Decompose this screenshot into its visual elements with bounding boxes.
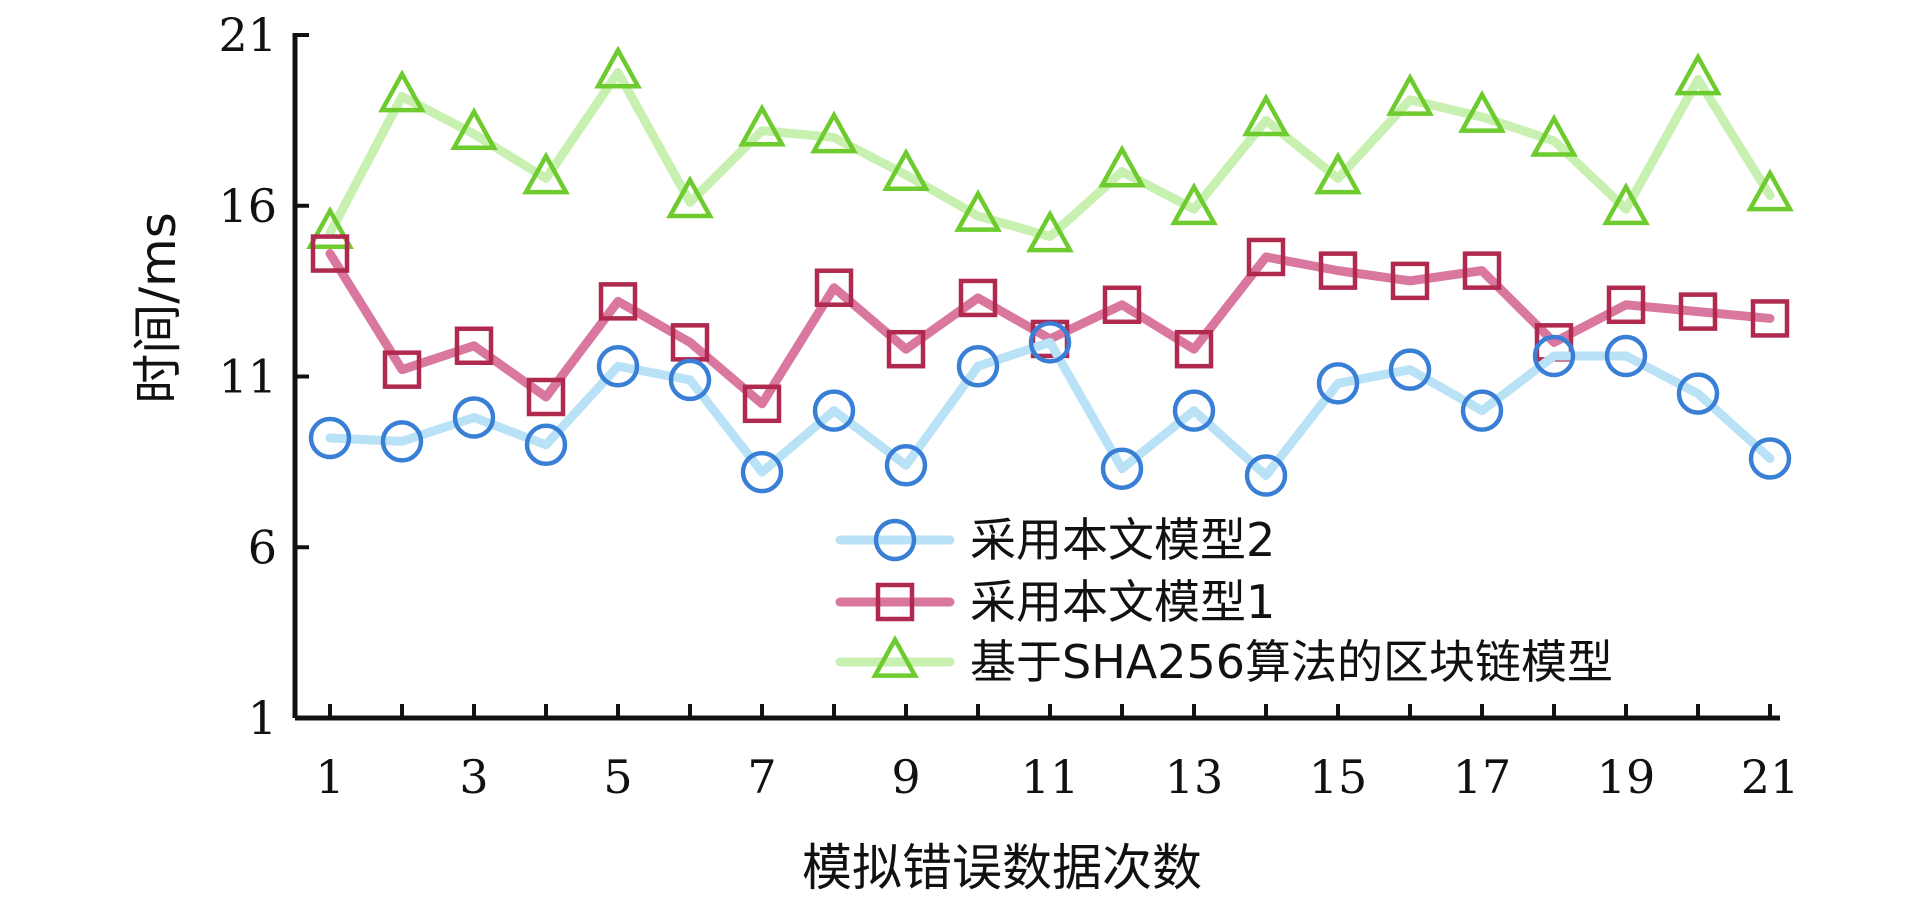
series-line	[325, 337, 1775, 481]
y-tick-label: 1	[248, 691, 277, 745]
data-point	[1314, 151, 1362, 195]
data-point	[1244, 454, 1288, 497]
x-tick-label: 5	[603, 750, 632, 804]
data-point	[1748, 437, 1792, 480]
data-point	[742, 384, 782, 424]
data-point	[1462, 251, 1502, 290]
x-tick-label: 19	[1597, 750, 1656, 804]
series-3	[306, 45, 1794, 253]
data-point	[310, 234, 350, 273]
data-point	[1098, 144, 1146, 188]
y-axis-label: 时间/ms	[129, 212, 187, 404]
data-point	[738, 103, 786, 147]
data-point	[1026, 209, 1074, 253]
data-point	[1246, 237, 1286, 277]
legend: 采用本文模型2 采用本文模型1 基于SHA256算法的区块链模型	[835, 513, 1613, 689]
data-point	[1604, 334, 1648, 378]
data-point	[1316, 362, 1360, 405]
x-tick-label: 9	[891, 750, 920, 804]
data-point	[1676, 372, 1720, 415]
data-point	[1388, 348, 1432, 391]
legend-label: 基于SHA256算法的区块链模型	[970, 635, 1613, 689]
y-tick-label: 11	[218, 350, 277, 404]
data-point	[958, 278, 998, 318]
x-tick-label: 1	[315, 750, 344, 804]
data-point	[956, 345, 1000, 388]
legend-marker	[875, 582, 915, 622]
data-point	[596, 345, 640, 388]
data-point	[1174, 329, 1214, 369]
series-2	[310, 234, 1790, 424]
data-point	[1028, 321, 1072, 364]
data-point	[1532, 334, 1576, 378]
data-point	[812, 389, 856, 432]
data-point	[1678, 292, 1718, 331]
data-point	[666, 175, 714, 219]
data-point	[452, 396, 496, 439]
data-point	[884, 444, 928, 487]
data-point	[1172, 389, 1216, 432]
y-tick-label: 21	[218, 8, 277, 62]
series-1	[308, 321, 1792, 497]
data-point	[1386, 72, 1434, 116]
legend-label: 采用本文模型2	[970, 513, 1275, 567]
y-tick-label: 16	[218, 179, 277, 233]
x-tick-label: 17	[1453, 750, 1512, 804]
x-tick-label: 11	[1021, 750, 1080, 804]
data-point	[454, 326, 494, 366]
data-point	[1606, 285, 1646, 325]
x-tick-label: 3	[459, 750, 488, 804]
y-tick-label: 6	[248, 520, 277, 574]
data-point	[1674, 52, 1722, 96]
legend-marker	[873, 518, 917, 562]
x-tick-label: 13	[1165, 750, 1224, 804]
data-point	[668, 358, 712, 402]
x-axis-label: 模拟错误数据次数	[802, 839, 1202, 897]
data-point	[1746, 168, 1794, 212]
data-point	[1750, 299, 1790, 338]
x-tick-label: 7	[747, 750, 776, 804]
data-point	[522, 151, 570, 195]
data-point	[954, 189, 1002, 232]
data-point	[450, 107, 498, 150]
data-point	[598, 282, 638, 321]
series-layer	[306, 45, 1794, 497]
data-point	[810, 110, 858, 154]
data-point	[1170, 182, 1218, 226]
legend-label: 采用本文模型1	[970, 575, 1275, 629]
data-point	[1602, 182, 1650, 226]
data-point	[382, 350, 422, 389]
data-point	[886, 329, 926, 369]
data-point	[1460, 389, 1504, 432]
data-point	[380, 420, 424, 463]
series-line	[325, 68, 1775, 241]
data-point	[526, 377, 566, 417]
data-point	[378, 69, 426, 113]
data-point	[1530, 113, 1578, 157]
data-point	[594, 45, 642, 89]
data-point	[1102, 285, 1142, 325]
data-point	[1242, 93, 1290, 137]
x-tick-label: 21	[1741, 750, 1800, 804]
data-point	[1100, 447, 1144, 490]
data-point	[308, 416, 352, 460]
data-point	[1390, 261, 1430, 301]
x-tick-label: 15	[1309, 750, 1368, 804]
data-point	[1318, 251, 1358, 290]
data-point	[814, 268, 854, 307]
legend-marker	[871, 635, 919, 678]
data-point	[1458, 90, 1506, 133]
data-point	[306, 206, 354, 249]
data-point	[740, 450, 784, 494]
data-point	[524, 423, 568, 467]
data-point	[882, 148, 930, 191]
